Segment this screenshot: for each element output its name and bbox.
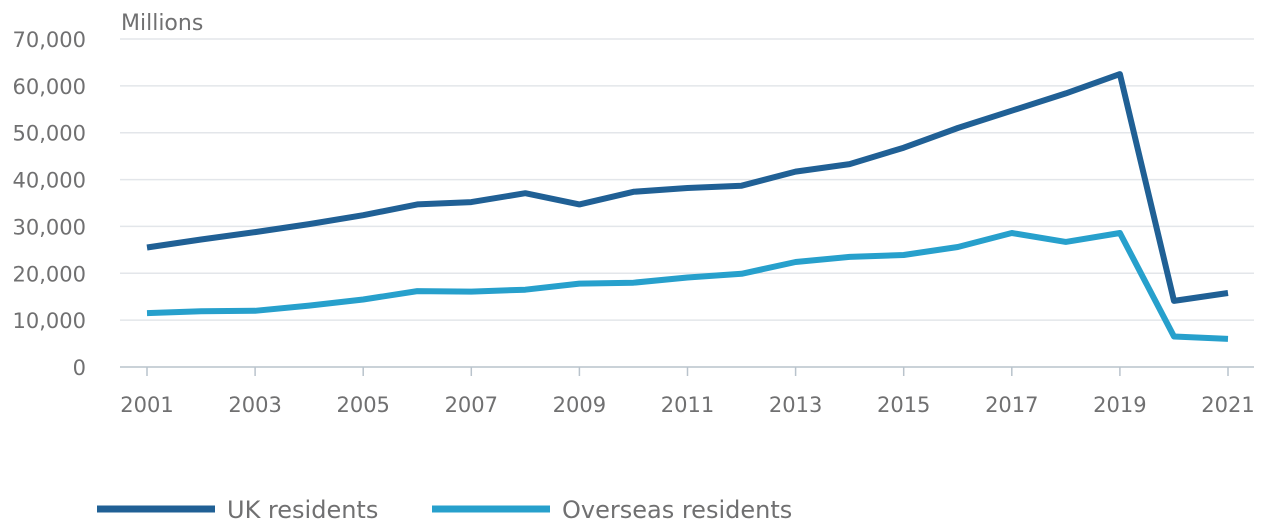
series-line-1 <box>146 230 1229 342</box>
y-tick-label: 0 <box>73 356 86 380</box>
x-tick-label: 2001 <box>120 393 173 417</box>
y-tick-label: 60,000 <box>13 75 86 99</box>
legend-label-0: UK residents <box>227 496 378 524</box>
x-tick-label: 2017 <box>985 393 1038 417</box>
y-axis-unit-label: Millions <box>121 11 203 36</box>
y-tick-label: 30,000 <box>13 215 86 239</box>
y-tick-label: 70,000 <box>13 28 86 52</box>
x-tick-label: 2015 <box>877 393 930 417</box>
y-tick-label: 40,000 <box>13 169 86 193</box>
legend: UK residents Overseas residents <box>97 496 792 524</box>
y-tick-label: 20,000 <box>13 262 86 286</box>
y-tick-label: 10,000 <box>13 309 86 333</box>
x-axis-ticks: 2001 2003 2005 2007 2009 2011 2013 2015 2017 2019… <box>120 367 1255 417</box>
x-tick-label: 2009 <box>553 393 606 417</box>
x-tick-label: 2019 <box>1093 393 1146 417</box>
x-tick-label: 2011 <box>661 393 714 417</box>
x-tick-label: 2003 <box>228 393 281 417</box>
series-line-0 <box>146 71 1229 304</box>
x-tick-label: 2007 <box>445 393 498 417</box>
x-tick-label: 2005 <box>336 393 389 417</box>
legend-label-1: Overseas residents <box>562 496 792 524</box>
y-tick-label: 50,000 <box>13 122 86 146</box>
x-tick-label: 2013 <box>769 393 822 417</box>
series-lines <box>146 71 1229 342</box>
y-axis-tick-labels: 0 10,000 20,000 30,000 40,000 50,000 60,000 70,… <box>13 28 86 380</box>
x-tick-label: 2021 <box>1201 393 1254 417</box>
